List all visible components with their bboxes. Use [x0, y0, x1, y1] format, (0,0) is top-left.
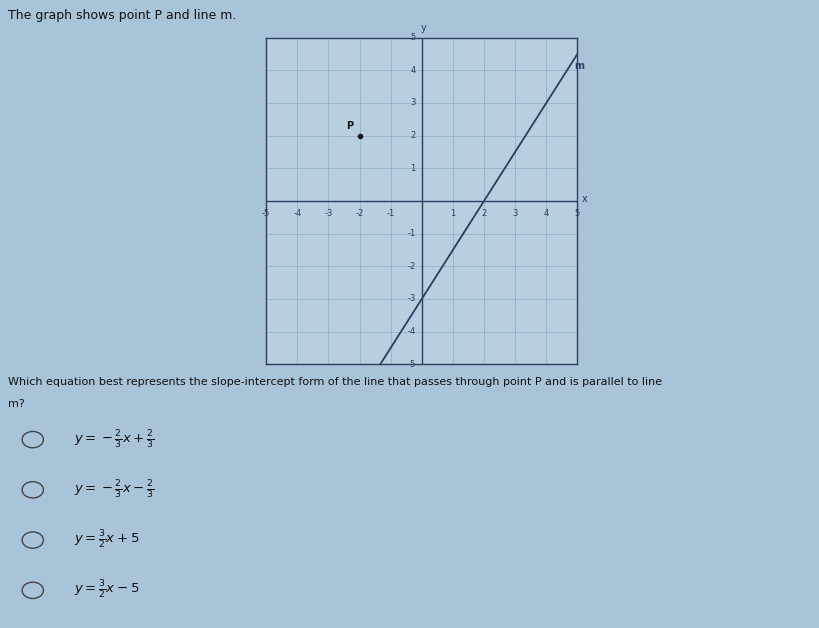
Text: 2: 2 — [410, 131, 415, 140]
Text: 3: 3 — [513, 209, 518, 218]
Text: 4: 4 — [544, 209, 549, 218]
Text: 3: 3 — [410, 99, 415, 107]
Text: -4: -4 — [407, 327, 415, 336]
Text: The graph shows point P and line m.: The graph shows point P and line m. — [8, 9, 237, 23]
Text: -5: -5 — [407, 360, 415, 369]
Text: $y = \frac{3}{2}x + 5$: $y = \frac{3}{2}x + 5$ — [74, 529, 139, 551]
Text: -2: -2 — [407, 262, 415, 271]
Text: m: m — [574, 60, 584, 70]
Text: -1: -1 — [407, 229, 415, 238]
Text: 5: 5 — [410, 33, 415, 42]
Text: 1: 1 — [450, 209, 455, 218]
Text: -4: -4 — [293, 209, 301, 218]
Text: -3: -3 — [324, 209, 333, 218]
Text: P: P — [346, 121, 353, 131]
Text: 5: 5 — [575, 209, 580, 218]
Text: $y = -\frac{2}{3}x + \frac{2}{3}$: $y = -\frac{2}{3}x + \frac{2}{3}$ — [74, 428, 154, 451]
Text: -3: -3 — [407, 295, 415, 303]
Text: -1: -1 — [387, 209, 395, 218]
Text: $y = -\frac{2}{3}x - \frac{2}{3}$: $y = -\frac{2}{3}x - \frac{2}{3}$ — [74, 479, 154, 501]
Text: 4: 4 — [410, 66, 415, 75]
Text: $y = \frac{3}{2}x - 5$: $y = \frac{3}{2}x - 5$ — [74, 579, 139, 602]
Text: Which equation best represents the slope-intercept form of the line that passes : Which equation best represents the slope… — [8, 377, 663, 387]
Text: 2: 2 — [482, 209, 486, 218]
Text: m?: m? — [8, 399, 25, 409]
Text: 1: 1 — [410, 164, 415, 173]
Text: -2: -2 — [355, 209, 364, 218]
Text: y: y — [420, 23, 426, 33]
Text: -5: -5 — [262, 209, 270, 218]
Text: x: x — [582, 194, 588, 204]
